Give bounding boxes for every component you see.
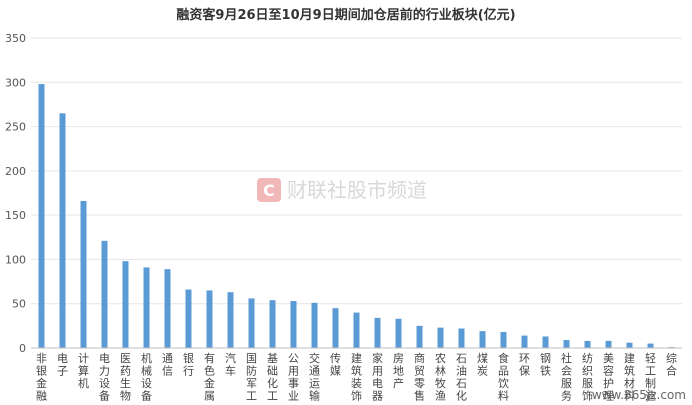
bar (206, 290, 213, 348)
x-tick-label: 交通运输 (309, 351, 320, 403)
x-tick-label: 农林牧渔 (435, 351, 446, 403)
x-tick-label: 计算机 (78, 352, 89, 390)
x-tick-label: 非银金融 (36, 352, 47, 403)
y-tick-label: 150 (5, 209, 26, 222)
bars (38, 84, 675, 349)
y-tick-label: 0 (19, 342, 26, 355)
x-tick-label: 石油石化 (456, 352, 467, 403)
x-tick-label: 电力设备 (99, 352, 110, 403)
x-tick-label: 家用电器 (372, 351, 383, 403)
bar (248, 298, 255, 348)
x-tick-label: 钢铁 (540, 352, 551, 378)
x-tick-label: 商贸零售 (414, 351, 425, 403)
x-tick-label: 建筑装饰 (351, 351, 362, 403)
watermark: C 财联社股市频道 (257, 178, 427, 202)
x-tick-label: 美容护理 (603, 352, 614, 403)
y-tick-label: 200 (5, 165, 26, 178)
bar (101, 240, 108, 348)
bar (80, 200, 87, 348)
x-axis-labels: 非银金融电子计算机电力设备医药生物机械设备通信银行有色金属汽车国防军工基础化工公… (36, 351, 677, 403)
bar (59, 113, 66, 349)
y-tick-label: 250 (5, 121, 26, 134)
y-tick-label: 350 (5, 32, 26, 45)
x-tick-label: 国防军工 (246, 352, 257, 403)
bar (38, 84, 45, 349)
bar (416, 325, 423, 348)
watermark-logo-letter: C (263, 181, 275, 200)
footer-url: www.365jz.com (592, 388, 686, 402)
x-tick-label: 银行 (183, 351, 194, 378)
bar (521, 335, 528, 348)
bar (227, 292, 234, 348)
bar (185, 289, 192, 348)
x-tick-label: 公用事业 (288, 352, 299, 403)
x-tick-label: 有色金属 (204, 351, 215, 403)
bar (332, 308, 339, 348)
bar (542, 336, 549, 348)
x-tick-label: 食品饮料 (498, 351, 509, 403)
x-tick-label: 综合 (666, 351, 677, 378)
x-tick-label: 电子 (57, 352, 68, 378)
bar (290, 301, 297, 348)
bar (479, 331, 486, 348)
gridlines (31, 37, 682, 305)
x-tick-label: 社会服务 (561, 351, 572, 403)
y-axis-ticks: 0 50 100 150 200 250 300 350 (5, 32, 26, 355)
y-tick-label: 50 (12, 298, 26, 311)
y-tick-label: 100 (5, 253, 26, 266)
x-tick-label: 环保 (519, 352, 530, 378)
x-tick-label: 轻工制造 (645, 351, 656, 403)
watermark-text: 财联社股市频道 (287, 178, 427, 202)
x-tick-label: 医药生物 (120, 352, 131, 403)
x-tick-label: 汽车 (225, 351, 236, 378)
bar (458, 328, 465, 348)
x-tick-label: 机械设备 (141, 351, 152, 403)
x-tick-label: 传媒 (330, 352, 341, 378)
x-tick-label: 建筑材料 (624, 351, 635, 403)
bar (563, 340, 570, 348)
x-tick-label: 纺织服饰 (582, 351, 593, 403)
x-tick-label: 通信 (162, 352, 173, 378)
x-tick-label: 煤炭 (477, 352, 488, 378)
x-tick-label: 基础化工 (267, 352, 278, 403)
bar (395, 318, 402, 348)
y-tick-label: 300 (5, 76, 26, 89)
bar (353, 312, 360, 348)
chart-title: 融资客9月26日至10月9日期间加仓居前的行业板块(亿元) (176, 7, 515, 23)
bar (626, 342, 633, 348)
bar (311, 302, 318, 348)
bar (164, 269, 171, 348)
bar (122, 261, 129, 348)
bar (500, 332, 507, 348)
bar (584, 340, 591, 348)
x-tick-label: 房地产 (393, 352, 404, 390)
bar (374, 317, 381, 348)
bar (647, 343, 654, 348)
watermark-logo-icon (257, 178, 281, 202)
bar (143, 267, 150, 348)
bar (437, 327, 444, 348)
bar (269, 300, 276, 348)
bar (605, 340, 612, 348)
